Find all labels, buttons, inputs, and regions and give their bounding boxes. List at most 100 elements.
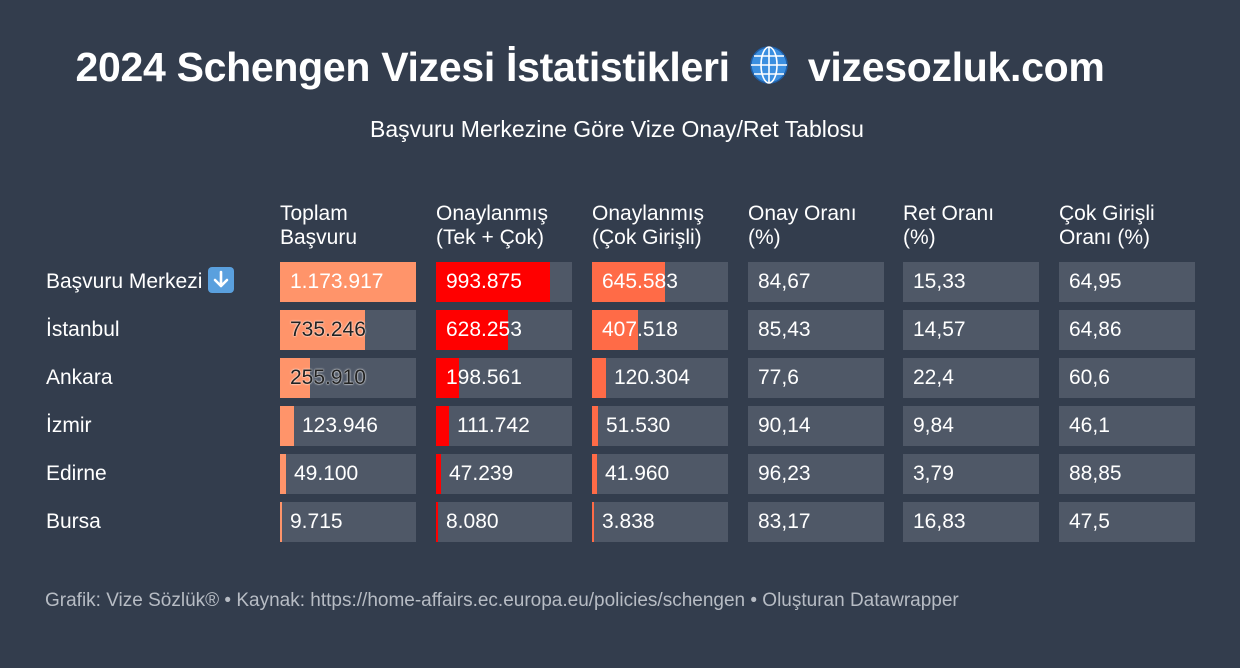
cell-value: 9,84: [913, 414, 954, 437]
bar-onay: [436, 262, 550, 302]
globe-icon: [749, 45, 789, 95]
column-header-line: Onaylanmış: [436, 202, 549, 225]
cell-value: 88,85: [1069, 462, 1122, 485]
cell-value: 120.304: [614, 366, 690, 389]
table-cell-cok_orani: 46,1: [1059, 406, 1195, 446]
table-cell-cok: 645.583: [592, 262, 728, 302]
column-header-line: (%): [903, 226, 936, 249]
table-cell-onay: 198.561: [436, 358, 572, 398]
table-cell-onay_orani: 96,23: [748, 454, 884, 494]
table-cell-cok_orani: 64,95: [1059, 262, 1195, 302]
column-header-line: (%): [748, 226, 781, 249]
bar-onay: [436, 358, 459, 398]
table-cell-onay_orani: 85,43: [748, 310, 884, 350]
bar-toplam: [280, 454, 286, 494]
row-label-text: Başvuru Merkezi: [46, 270, 203, 293]
cell-value: 83,17: [758, 510, 811, 533]
table-cell-ret_orani: 22,4: [903, 358, 1039, 398]
cell-value: 111.742: [457, 414, 530, 437]
cell-value: 407.518: [602, 318, 678, 341]
table-cell-cok_orani: 47,5: [1059, 502, 1195, 542]
table-cell-cok: 41.960: [592, 454, 728, 494]
table-cell-toplam: 1.173.917: [280, 262, 416, 302]
cell-value: 16,83: [913, 510, 966, 533]
column-header-line: Oranı (%): [1059, 226, 1151, 249]
row-label: Bursa: [46, 502, 101, 542]
table-cell-cok: 51.530: [592, 406, 728, 446]
cell-value: 47,5: [1069, 510, 1110, 533]
column-header-line: (Çok Girişli): [592, 226, 702, 249]
row-label: İstanbul: [46, 310, 120, 350]
row-label-text: Ankara: [46, 366, 113, 389]
row-label-text: İzmir: [46, 414, 92, 437]
cell-value: 85,43: [758, 318, 811, 341]
cell-value: 46,1: [1069, 414, 1110, 437]
bar-cok: [592, 358, 606, 398]
table-cell-toplam: 9.715: [280, 502, 416, 542]
cell-value: 628.253: [446, 318, 522, 341]
cell-value: 22,4: [913, 366, 954, 389]
bar-onay: [436, 406, 449, 446]
row-header-label: Başvuru Merkezi: [46, 262, 235, 302]
table-cell-ret_orani: 16,83: [903, 502, 1039, 542]
table-cell-cok_orani: 60,6: [1059, 358, 1195, 398]
cell-value: 993.875: [446, 270, 522, 293]
cell-value: 3.838: [602, 510, 655, 533]
column-header-onay: Onaylanmış (Tek + Çok): [436, 202, 548, 250]
table-cell-ret_orani: 14,57: [903, 310, 1039, 350]
table-cell-onay: 47.239: [436, 454, 572, 494]
column-header-line: Onaylanmış: [592, 202, 705, 225]
bar-cok: [592, 502, 594, 542]
row-label-text: İstanbul: [46, 318, 120, 341]
chart-footer: Grafik: Vize Sözlük® • Kaynak: https://h…: [45, 590, 959, 611]
bar-onay: [436, 502, 438, 542]
cell-value: 735.246: [290, 318, 366, 341]
column-header-ret_orani: Ret Oranı (%): [903, 202, 994, 250]
column-header-onay_orani: Onay Oranı (%): [748, 202, 857, 250]
bar-cok: [592, 406, 598, 446]
table-cell-ret_orani: 9,84: [903, 406, 1039, 446]
bar-cok: [592, 454, 597, 494]
table-cell-onay_orani: 83,17: [748, 502, 884, 542]
cell-value: 1.173.917: [290, 270, 384, 293]
row-label: Edirne: [46, 454, 107, 494]
table-cell-cok_orani: 88,85: [1059, 454, 1195, 494]
cell-value: 14,57: [913, 318, 966, 341]
cell-value: 84,67: [758, 270, 811, 293]
row-label-text: Bursa: [46, 510, 101, 533]
column-header-line: Başvuru: [280, 226, 358, 249]
arrow-down-icon: [208, 267, 235, 293]
table-cell-cok: 120.304: [592, 358, 728, 398]
cell-value: 64,86: [1069, 318, 1122, 341]
bar-toplam: [280, 310, 365, 350]
chart-title: 2024 Schengen Vizesi İstatistikleri vize…: [0, 44, 1180, 95]
cell-value: 9.715: [290, 510, 343, 533]
cell-value: 64,95: [1069, 270, 1122, 293]
cell-value: 47.239: [449, 462, 514, 485]
bar-toplam: [280, 406, 294, 446]
table-cell-cok: 407.518: [592, 310, 728, 350]
bar-toplam: [280, 262, 416, 302]
bar-onay: [436, 310, 508, 350]
table-cell-toplam: 49.100: [280, 454, 416, 494]
cell-value: 15,33: [913, 270, 966, 293]
table-cell-onay_orani: 84,67: [748, 262, 884, 302]
bar-toplam: [280, 358, 310, 398]
table-cell-ret_orani: 3,79: [903, 454, 1039, 494]
cell-value: 255.910: [290, 366, 366, 389]
table-cell-toplam: 255.910: [280, 358, 416, 398]
chart-subtitle: Başvuru Merkezine Göre Vize Onay/Ret Tab…: [370, 116, 864, 142]
column-header-cok: Onaylanmış (Çok Girişli): [592, 202, 704, 250]
table-cell-cok_orani: 64,86: [1059, 310, 1195, 350]
table-cell-onay: 111.742: [436, 406, 572, 446]
row-label: Ankara: [46, 358, 113, 398]
cell-value: 96,23: [758, 462, 811, 485]
cell-value: 3,79: [913, 462, 954, 485]
bar-toplam: [280, 502, 282, 542]
cell-value: 60,6: [1069, 366, 1110, 389]
column-header-line: Onay Oranı: [748, 202, 857, 225]
bar-cok: [592, 310, 638, 350]
table-cell-onay: 628.253: [436, 310, 572, 350]
column-header-line: Toplam: [280, 202, 348, 225]
column-header-line: (Tek + Çok): [436, 226, 544, 249]
